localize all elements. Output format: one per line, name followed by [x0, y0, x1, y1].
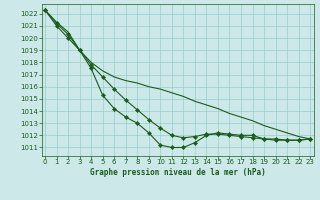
X-axis label: Graphe pression niveau de la mer (hPa): Graphe pression niveau de la mer (hPa) [90, 168, 266, 177]
